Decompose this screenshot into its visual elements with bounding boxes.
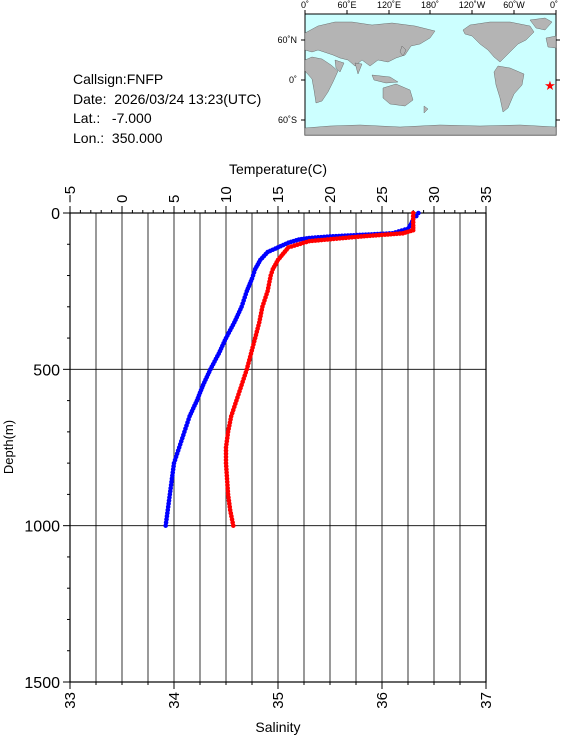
map-lat-label: 60˚S (278, 115, 297, 125)
temperature-tick-label: 25 (374, 186, 391, 203)
map-lon-labels: 0˚ 60˚E 120˚E 180˚ 120˚W 60˚W 0˚ (301, 0, 558, 10)
temperature-tick-label: 35 (478, 186, 495, 203)
map-lat-label: 60˚N (277, 35, 297, 45)
callsign-text: Callsign:FNFP (73, 71, 164, 87)
temperature-tick-label: 30 (426, 186, 443, 203)
map-lon-label: 180˚ (421, 0, 439, 10)
temperature-data-point (163, 523, 168, 528)
temperature-tick-label: 15 (270, 186, 287, 203)
lat-text: Lat.: -7.000 (73, 110, 152, 126)
plot-area: −5 0 5 10 15 20 25 30 35 33 34 35 36 37 050010001500… (1, 161, 495, 735)
depth-tick-label: 1000 (24, 519, 60, 536)
depth-tick-label: 1500 (24, 675, 60, 692)
station-marker-icon: ★ (544, 78, 556, 93)
map-lon-label: 120˚W (459, 0, 486, 10)
date-text: Date: 2026/03/24 13:23(UTC) (73, 90, 262, 107)
map-lat-label: 0˚ (289, 75, 297, 85)
map-lon-label: 0˚ (550, 0, 558, 10)
map-lon-label: 120˚E (377, 0, 401, 10)
salinity-tick-label: 36 (374, 692, 391, 709)
map-lon-ticks (301, 10, 560, 121)
salinity-tick-label: 37 (478, 692, 495, 709)
map-lon-label: 0˚ (301, 0, 309, 10)
map-lat-labels: 60˚N 0˚ 60˚S (277, 35, 297, 125)
temperature-tick-label: 5 (166, 195, 183, 203)
salinity-data-point (230, 523, 236, 528)
temperature-axis-label: Temperature(C) (229, 161, 327, 177)
temperature-tick-label: −5 (62, 186, 79, 203)
temperature-tick-label: 20 (322, 186, 339, 203)
profile-series (163, 210, 421, 528)
map-lon-label: 60˚W (503, 0, 525, 10)
depth-tick-label: 500 (33, 362, 60, 379)
salinity-axis-label: Salinity (255, 719, 300, 735)
depth-tick-label: 0 (51, 206, 60, 223)
temperature-tick-labels: −5 0 5 10 15 20 25 30 35 (62, 186, 495, 203)
map-land (304, 17, 557, 136)
depth-axis-label: Depth(m) (1, 420, 16, 474)
map-lon-label: 60˚E (337, 0, 356, 10)
salinity-tick-label: 33 (62, 692, 79, 709)
salinity-tick-labels: 33 34 35 36 37 (62, 692, 495, 709)
temperature-tick-label: 0 (114, 195, 131, 203)
depth-tick-labels: 0 500 1000 1500 (24, 206, 60, 692)
axis-ticks (63, 206, 487, 689)
world-map: 0˚ 60˚E 120˚E 180˚ 120˚W 60˚W 0˚ 60˚N 0˚… (277, 0, 560, 136)
salinity-tick-label: 34 (166, 692, 183, 709)
station-info: Callsign:FNFP Date: 2026/03/24 13:23(UTC… (73, 70, 261, 148)
lon-text: Lon.: 350.000 (73, 129, 163, 146)
salinity-tick-label: 35 (270, 692, 287, 709)
temperature-tick-label: 10 (218, 186, 235, 203)
